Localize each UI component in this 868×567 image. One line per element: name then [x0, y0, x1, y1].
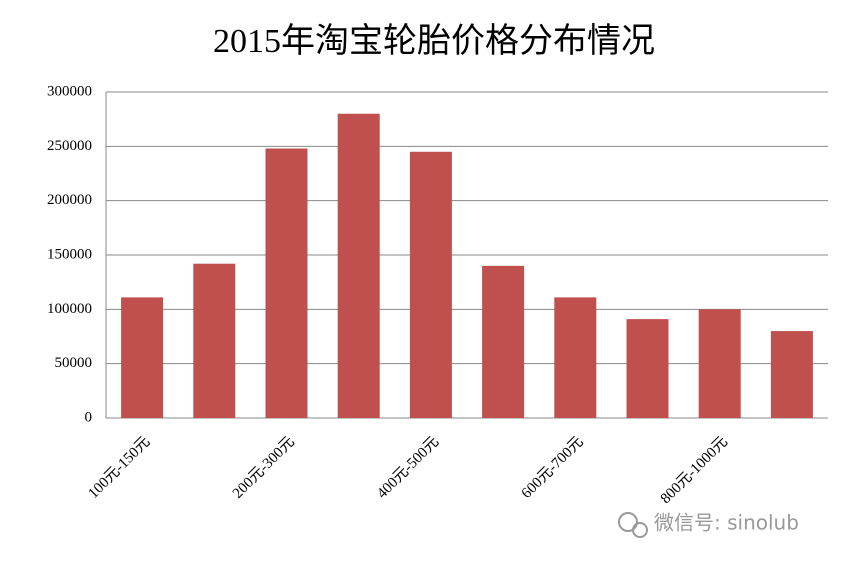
bar: [337, 113, 380, 418]
y-tick-label: 200000: [47, 192, 92, 208]
bar: [482, 265, 525, 418]
bar: [265, 148, 308, 419]
watermark-icon: [618, 512, 638, 532]
chart-title: 2015年淘宝轮胎价格分布情况: [213, 22, 655, 60]
bar: [626, 319, 669, 418]
bar: [698, 309, 741, 418]
bar: [770, 331, 813, 418]
watermark-icon: [632, 522, 648, 538]
bar: [554, 297, 597, 418]
y-tick-label: 150000: [47, 246, 92, 262]
y-tick-label: 50000: [55, 355, 93, 371]
y-tick-label: 100000: [47, 301, 92, 317]
y-tick-label: 300000: [47, 83, 92, 99]
bar: [409, 151, 452, 418]
bar: [121, 297, 164, 418]
y-tick-label: 250000: [47, 138, 92, 154]
bar: [193, 263, 236, 418]
watermark: 微信号: sinolub: [618, 511, 799, 538]
y-tick-label: 0: [85, 409, 93, 425]
watermark-text: 微信号: sinolub: [654, 511, 799, 535]
